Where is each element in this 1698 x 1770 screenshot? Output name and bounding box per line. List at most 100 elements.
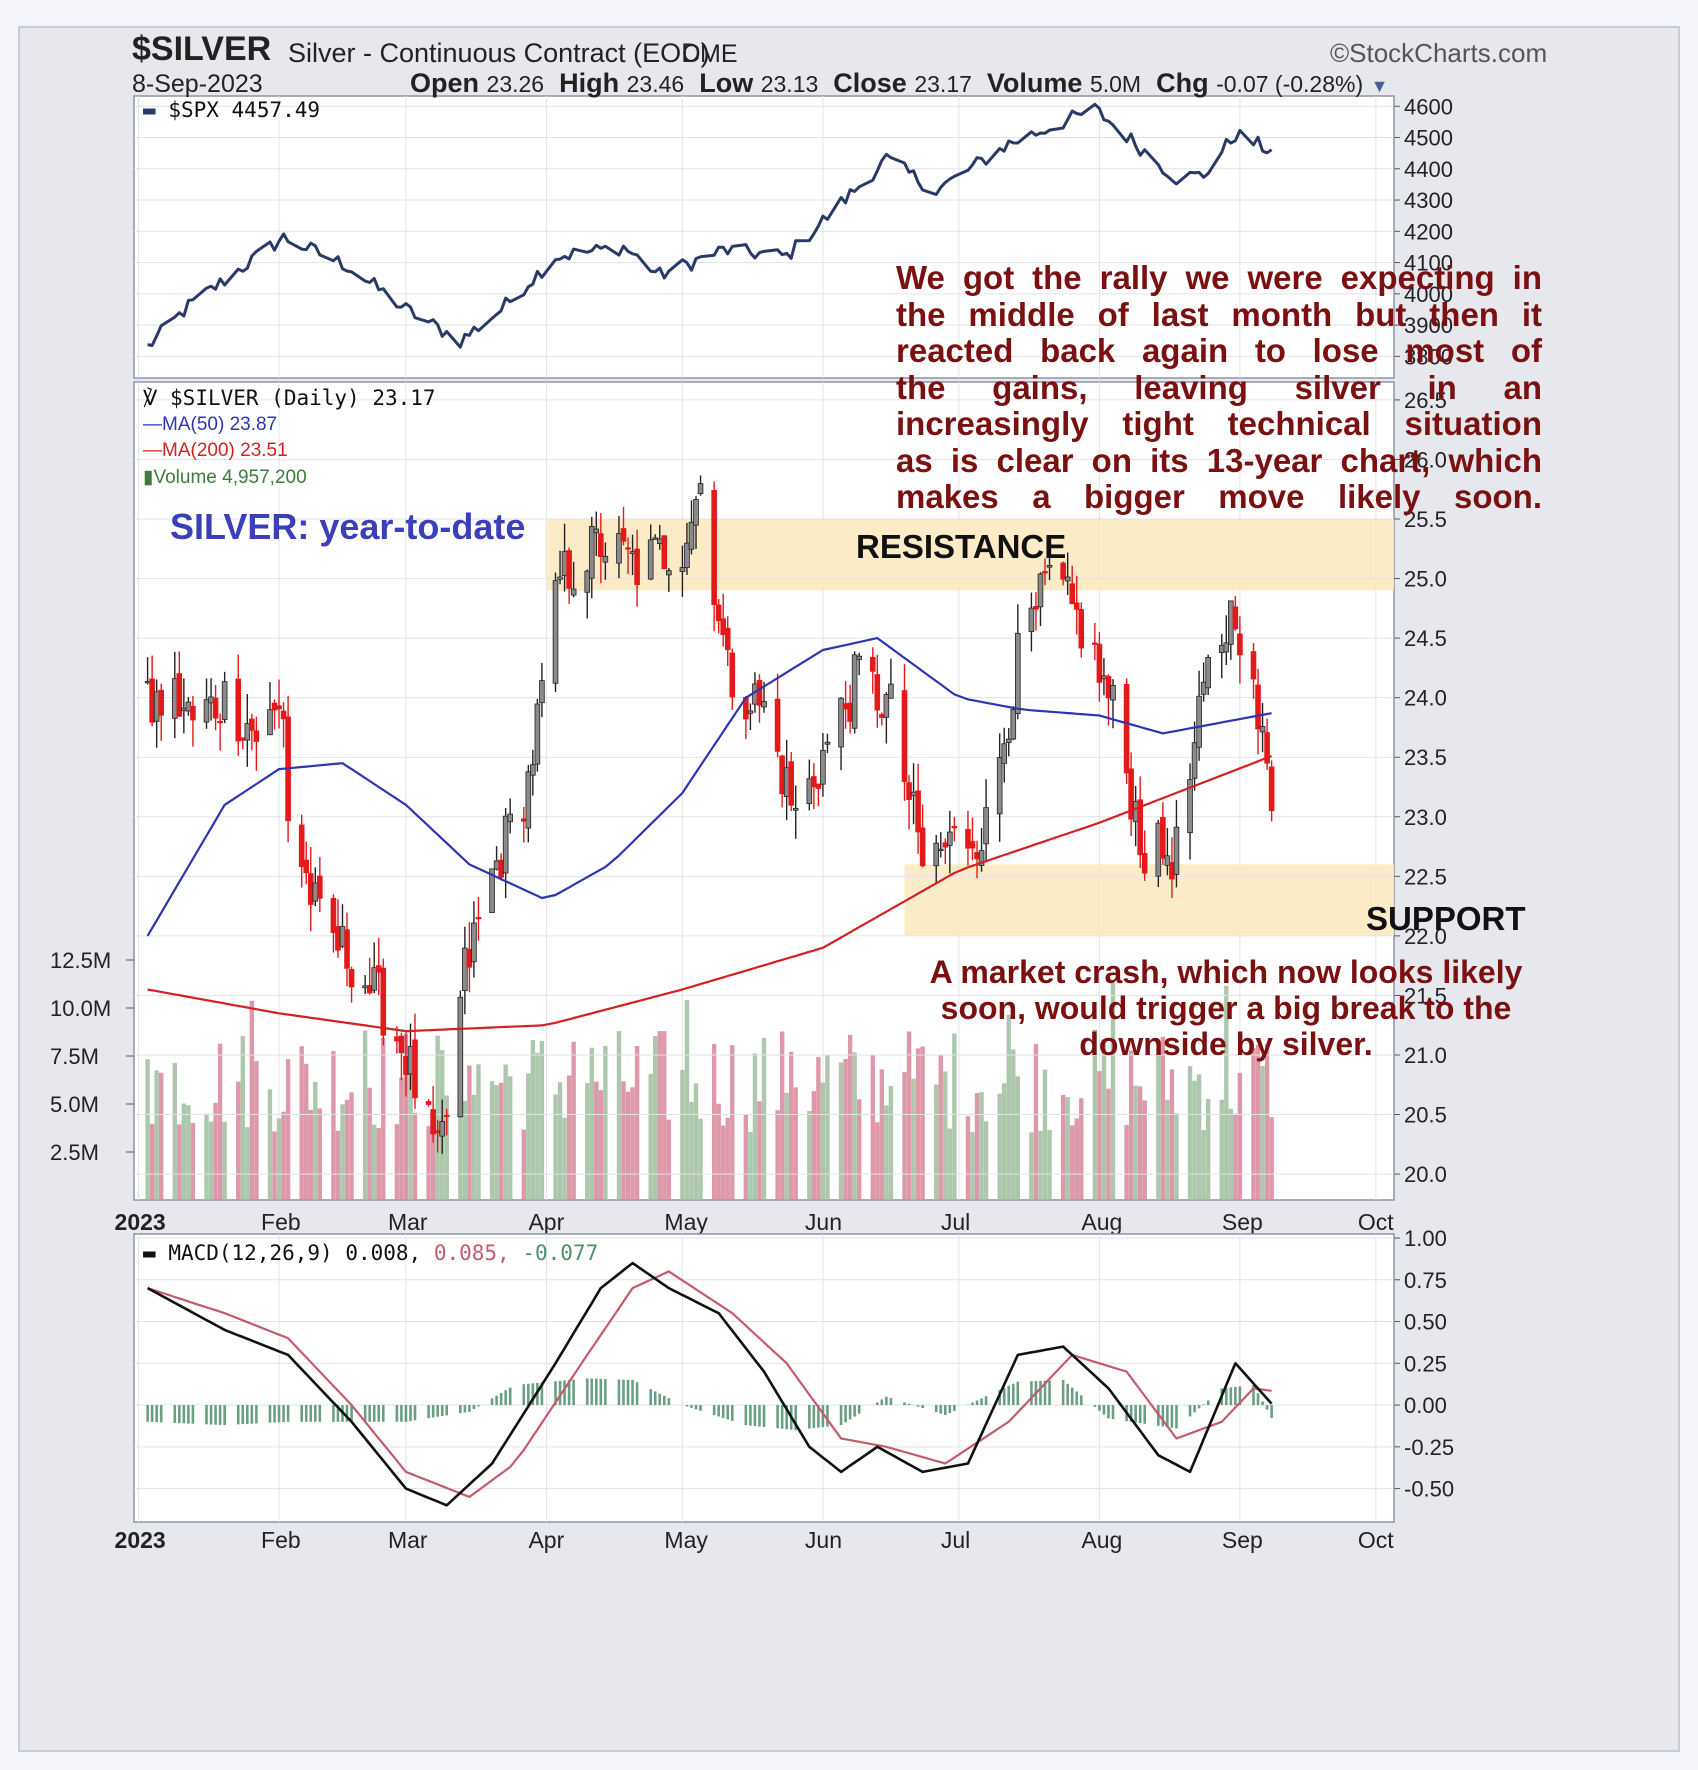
x-tick-label: Apr <box>528 1527 564 1553</box>
candle-body <box>149 678 155 723</box>
candle-body <box>1037 573 1044 608</box>
source-label: ©StockCharts.com <box>1330 38 1548 68</box>
volume-bar <box>213 1102 218 1200</box>
price-y-tick: 20.5 <box>1404 1103 1447 1128</box>
macd-y-tick: -0.50 <box>1404 1477 1454 1502</box>
volume-bar <box>616 1031 622 1200</box>
candle-body <box>969 841 976 849</box>
volume-bar <box>1192 1080 1197 1200</box>
candle-body <box>502 815 509 874</box>
candle-body <box>425 1101 432 1105</box>
exchange-label: CME <box>682 40 738 68</box>
symbol-description: Silver - Continuous Contract (EOD) <box>288 38 710 68</box>
volume-bar <box>299 1046 304 1200</box>
macd-legend: ▬ MACD(12,26,9) 0.008, 0.085, -0.077 <box>143 1241 599 1265</box>
volume-bar <box>1142 1100 1147 1200</box>
macd-y-tick: 1.00 <box>1404 1226 1447 1251</box>
volume-bar <box>335 1131 341 1200</box>
candle-body <box>761 701 767 708</box>
spx-y-tick: 4600 <box>1404 94 1453 119</box>
volume-bar <box>403 1033 409 1200</box>
candle-body <box>412 1039 418 1099</box>
volume-bar <box>535 1052 540 1200</box>
volume-bar <box>934 1084 939 1200</box>
candle-body <box>729 652 736 698</box>
volume-bar <box>1196 1074 1202 1200</box>
candle-body <box>1078 609 1085 649</box>
candle-body <box>824 741 831 745</box>
volume-bar <box>408 1047 413 1200</box>
candle-body <box>398 1035 405 1054</box>
candle-body <box>1123 683 1130 774</box>
candle-body <box>471 922 477 963</box>
candle-body <box>375 965 382 973</box>
volume-bar <box>1124 1125 1129 1200</box>
support-zone <box>904 864 1394 936</box>
volume-bar <box>236 1081 241 1200</box>
candle-body <box>1173 826 1180 875</box>
price-y-tick: 22.0 <box>1404 924 1447 949</box>
price-y-tick: 25.5 <box>1404 507 1447 532</box>
volume-bar <box>1219 1099 1224 1200</box>
volume-bar <box>172 1063 177 1200</box>
volume-bar <box>721 1125 726 1200</box>
volume-bar <box>381 1037 386 1200</box>
volume-bar <box>1015 1076 1021 1200</box>
candle-body <box>1155 822 1162 877</box>
volume-bar <box>1002 1083 1007 1200</box>
x-tick-label: Mar <box>388 1209 428 1235</box>
volume-bar <box>915 1048 921 1200</box>
volume-bar <box>267 1089 273 1200</box>
volume-bar <box>245 1127 250 1200</box>
chevron-down-icon[interactable]: ▼ <box>1370 76 1389 96</box>
candle-body <box>1096 643 1103 683</box>
volume-bar <box>208 1121 214 1200</box>
volume-bar <box>979 1092 984 1200</box>
candle-body <box>965 828 971 849</box>
candle-body <box>1001 743 1008 764</box>
volume-bar <box>689 1101 694 1200</box>
candle-body <box>530 764 536 776</box>
candle-body <box>520 818 527 822</box>
volume-bar <box>177 1124 182 1200</box>
candle-body <box>1200 681 1207 695</box>
candle-body <box>688 521 695 550</box>
volume-bar <box>1110 982 1116 1200</box>
volume-bar <box>1106 1088 1111 1200</box>
candle-body <box>1250 651 1257 680</box>
macd-y-tick: 0.00 <box>1404 1393 1447 1418</box>
volume-bar <box>553 1094 558 1200</box>
volume-bar <box>476 1064 481 1200</box>
candle-body <box>457 996 464 1118</box>
volume-bar <box>698 1118 703 1200</box>
volume-bar <box>204 1113 209 1200</box>
candle-body <box>951 825 958 829</box>
candle-body <box>1264 732 1270 764</box>
candle-body <box>711 489 717 606</box>
candle-body <box>724 627 731 651</box>
candle-body <box>566 550 572 589</box>
candle-body <box>947 831 953 846</box>
candle-body <box>666 570 672 576</box>
volume-bar <box>467 1065 472 1200</box>
candle-body <box>498 859 504 878</box>
price-y-tick: 24.5 <box>1404 626 1447 651</box>
volume-bar <box>911 1078 916 1200</box>
candle-body <box>906 782 912 801</box>
volume-bar <box>444 1095 449 1200</box>
volume-bar <box>1169 1069 1175 1200</box>
volume-bar <box>557 1082 563 1200</box>
candle-body <box>1060 562 1066 580</box>
candle-body <box>267 709 273 736</box>
volume-y-tick: 10.0M <box>50 996 111 1021</box>
volume-bar <box>825 1054 830 1200</box>
volume-bar <box>820 1082 826 1200</box>
volume-bar <box>943 1071 948 1200</box>
macd-y-tick: 0.50 <box>1404 1310 1447 1335</box>
candle-body <box>176 673 183 717</box>
candle-body <box>1218 644 1225 653</box>
price-y-tick: 26.5 <box>1404 388 1447 413</box>
candle-body <box>466 948 473 968</box>
volume-bar <box>1269 1117 1274 1200</box>
candle-body <box>1191 742 1198 779</box>
